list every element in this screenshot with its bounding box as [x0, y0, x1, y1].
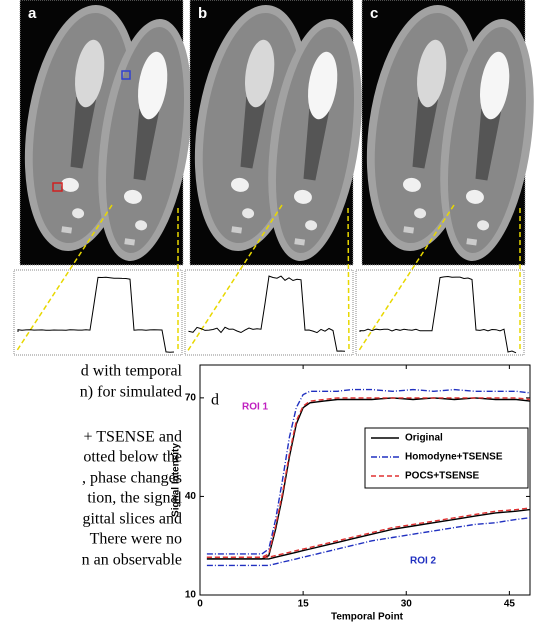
phantom-spot: [124, 238, 136, 246]
phantom-bright: [138, 51, 168, 120]
phantom-dot: [61, 177, 79, 192]
y-tick-label: 40: [185, 491, 197, 502]
phantom-bright: [75, 39, 105, 108]
panel-label: b: [198, 5, 207, 22]
panel-label: a: [28, 5, 37, 22]
paper-text-line: There were no: [90, 531, 182, 548]
y-tick-label: 10: [185, 590, 197, 601]
phantom-bright: [245, 39, 275, 108]
phantom: [268, 19, 362, 261]
phantom-dot: [242, 208, 255, 219]
phantom-dot: [414, 208, 427, 219]
profile-box: [355, 269, 525, 356]
profile-line: [359, 275, 517, 354]
phantom-dot: [135, 220, 148, 231]
phantom-dark: [475, 108, 502, 181]
phantom-dot: [403, 177, 421, 192]
paper-text-line: otted below the: [83, 449, 182, 466]
phantom-spot: [231, 226, 243, 234]
x-tick-label: 30: [401, 599, 413, 610]
phantom-dark: [303, 108, 330, 181]
phantom-dark: [412, 96, 439, 169]
y-axis-label: Signal Intensity: [171, 443, 182, 517]
series-line: [206, 388, 531, 555]
paper-text-line: gittal slices and: [82, 511, 182, 528]
profile-box: [184, 269, 354, 356]
panel-label: c: [370, 5, 378, 22]
phantom-spot: [403, 226, 415, 234]
profile-line: [17, 276, 175, 353]
panel-label: d: [211, 392, 219, 409]
x-tick-label: 0: [197, 599, 203, 610]
profile-box: [13, 269, 183, 356]
roi-marker: [121, 70, 131, 80]
phantom: [440, 19, 534, 261]
phantom-dot: [231, 177, 249, 192]
series-line: [206, 507, 531, 558]
paper-text-line: , phase changes: [82, 470, 182, 487]
paper-text-line: n an observable: [82, 552, 182, 569]
paper-text-line: + TSENSE and: [83, 429, 182, 446]
phantom-spot: [466, 238, 478, 246]
paper-text-line: tion, the signal: [87, 490, 182, 507]
phantom-dot: [305, 220, 318, 231]
x-tick-label: 45: [504, 599, 516, 610]
series-line: [206, 508, 531, 560]
zoom-line: [186, 204, 283, 353]
phantom-dot: [72, 208, 85, 219]
x-tick-label: 15: [298, 599, 310, 610]
legend-label: Original: [405, 433, 443, 444]
phantom-spot: [61, 226, 73, 234]
phantom-dot: [124, 189, 142, 204]
roi-marker: [52, 182, 63, 192]
phantom-bright: [308, 51, 338, 120]
y-tick-label: 70: [185, 392, 197, 403]
phantom-dark: [240, 96, 267, 169]
zoom-line: [347, 207, 350, 353]
annotation: ROI 1: [242, 402, 269, 413]
zoom-line: [15, 204, 113, 353]
annotation: ROI 2: [410, 556, 437, 567]
phantom-dot: [477, 220, 490, 231]
series-line: [206, 517, 531, 567]
zoom-line: [357, 204, 455, 353]
legend-label: Homodyne+TSENSE: [405, 452, 503, 463]
phantom-bright: [417, 39, 447, 108]
legend-label: POCS+TSENSE: [405, 471, 480, 482]
paper-text-line: n) for simulated: [80, 384, 182, 401]
phantom-spot: [294, 238, 306, 246]
phantom-dark: [133, 108, 160, 181]
phantom-dot: [294, 189, 312, 204]
paper-text-line: d with temporal: [81, 363, 183, 380]
profile-line: [188, 275, 346, 352]
phantom-dark: [70, 96, 97, 169]
phantom-dot: [466, 189, 484, 204]
phantom-bright: [480, 51, 510, 120]
x-axis-label: Temporal Point: [331, 612, 404, 623]
